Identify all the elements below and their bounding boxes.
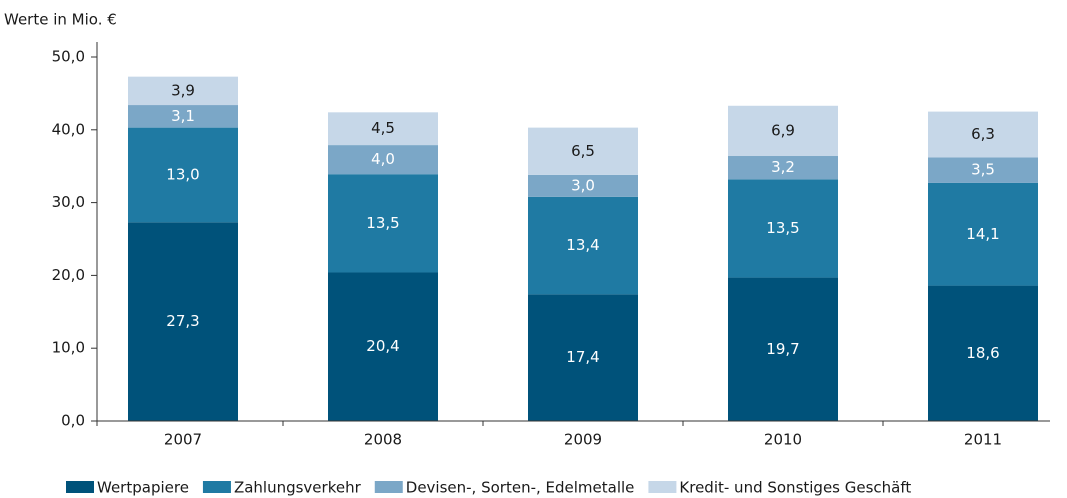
bar-segment — [328, 174, 438, 273]
value-label: 4,0 — [371, 150, 395, 168]
bar-segment — [928, 182, 1038, 286]
y-tick-label: 10,0 — [52, 339, 85, 357]
bar-segment — [128, 76, 238, 106]
bar-segment — [128, 127, 238, 223]
value-label: 27,3 — [166, 312, 199, 330]
legend-label: Wertpapiere — [97, 479, 189, 497]
value-label: 6,3 — [971, 125, 995, 143]
bar-segment — [928, 111, 1038, 158]
bar-segment — [328, 272, 438, 421]
bar-segment — [928, 157, 1038, 183]
value-label: 4,5 — [371, 119, 395, 137]
value-label: 20,4 — [366, 337, 399, 355]
y-tick-label: 0,0 — [61, 412, 85, 430]
bar-segment — [128, 105, 238, 128]
y-axis-label: Werte in Mio. € — [4, 11, 117, 29]
bar-segment — [328, 145, 438, 175]
x-tick-label: 2011 — [964, 431, 1002, 449]
bar-segment — [328, 112, 438, 146]
bar-segment — [528, 196, 638, 295]
value-label: 3,9 — [171, 81, 195, 99]
bar-segment — [528, 174, 638, 197]
value-label: 14,1 — [966, 225, 999, 243]
y-tick-label: 20,0 — [52, 266, 85, 284]
value-label: 6,9 — [771, 121, 795, 139]
legend-swatch — [202, 481, 231, 493]
legend-swatch — [648, 481, 677, 493]
value-label: 6,5 — [571, 142, 595, 160]
value-label: 13,4 — [566, 236, 599, 254]
x-tick-label: 2009 — [564, 431, 602, 449]
x-tick-label: 2008 — [364, 431, 402, 449]
bar-segment — [128, 222, 238, 421]
bar-segment — [728, 156, 838, 180]
y-tick-label: 30,0 — [52, 193, 85, 211]
value-label: 13,5 — [766, 219, 799, 237]
value-label: 17,4 — [566, 348, 599, 366]
bar-segment — [728, 277, 838, 421]
value-label: 3,5 — [971, 161, 995, 179]
legend-label: Devisen-, Sorten-, Edelmetalle — [406, 479, 635, 497]
x-tick-label: 2010 — [764, 431, 802, 449]
x-tick-label: 2007 — [164, 431, 202, 449]
value-label: 3,2 — [771, 158, 795, 176]
legend-swatch — [66, 481, 94, 493]
legend-label: Kredit- und Sonstiges Geschäft — [679, 479, 911, 497]
value-label: 3,1 — [171, 107, 195, 125]
legend-swatch — [374, 481, 403, 493]
value-label: 19,7 — [766, 340, 799, 358]
value-label: 13,5 — [366, 214, 399, 232]
value-label: 13,0 — [166, 165, 199, 183]
legend-label: Zahlungsverkehr — [234, 479, 362, 497]
bar-segment — [928, 285, 1038, 421]
bar-segment — [728, 179, 838, 278]
y-tick-label: 40,0 — [52, 120, 85, 138]
value-label: 18,6 — [966, 344, 999, 362]
bar-segment — [528, 127, 638, 175]
value-label: 3,0 — [571, 176, 595, 194]
bar-segment — [728, 105, 838, 157]
bar-segment — [528, 294, 638, 421]
y-tick-label: 50,0 — [52, 48, 85, 66]
